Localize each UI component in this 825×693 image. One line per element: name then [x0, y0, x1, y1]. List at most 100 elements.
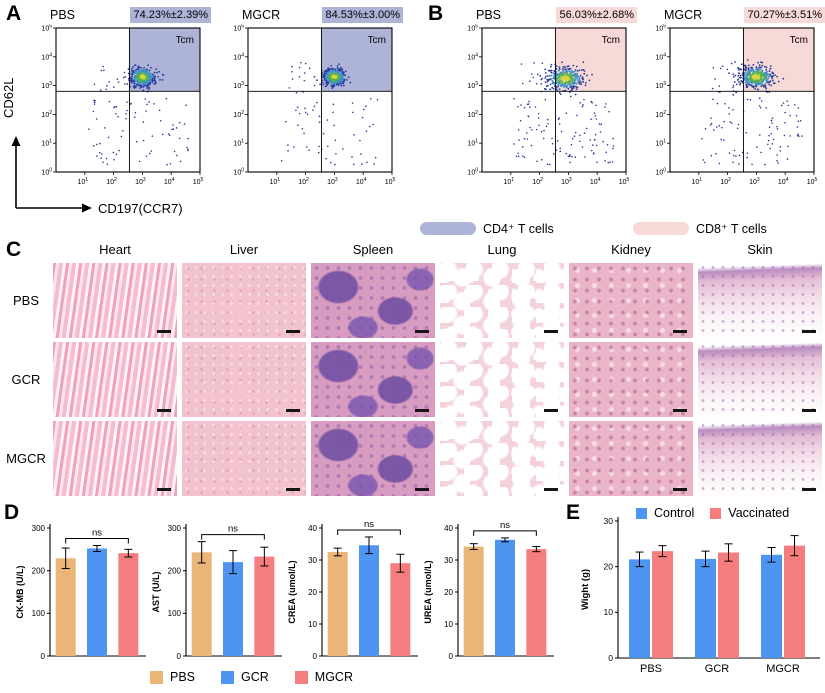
panel-b-label: B [428, 2, 444, 25]
panel-e-legend: Control Vaccinated [636, 506, 789, 520]
scale-bar [157, 409, 171, 412]
histology-image-pbs-liver [182, 263, 306, 338]
histology-image-mgcr-spleen [311, 421, 435, 496]
mgcr-legend-label: MGCR [314, 670, 353, 684]
svg-text:105: 105 [385, 177, 396, 186]
legend-item-control: Control [636, 506, 694, 520]
cd8-legend: CD8⁺ T cells [633, 221, 767, 236]
cd4-legend-label: CD4⁺ T cells [483, 222, 554, 236]
svg-text:20: 20 [308, 588, 317, 597]
svg-text:103: 103 [749, 177, 760, 186]
histology-row-label-gcr: GCR [11, 372, 41, 387]
svg-text:100: 100 [655, 168, 666, 177]
control-swatch [636, 507, 647, 519]
svg-text:100: 100 [41, 168, 52, 177]
svg-text:104: 104 [778, 177, 789, 186]
gate-label: Tcm [368, 35, 386, 46]
svg-text:101: 101 [270, 177, 281, 186]
bar-chart-crea: CREA (umol/L) 0 10 20 30 40 ns [286, 512, 420, 677]
x-axis-arrowhead-icon [82, 203, 92, 213]
svg-text:0: 0 [449, 652, 454, 661]
svg-text:104: 104 [655, 52, 666, 61]
svg-text:103: 103 [561, 177, 572, 186]
histology-image-pbs-lung [440, 263, 564, 338]
svg-text:102: 102 [720, 177, 731, 186]
flow-gate-stat: 74.23%±2.39% [130, 7, 211, 23]
histology-image-mgcr-heart [53, 421, 177, 496]
vaccinated-legend-label: Vaccinated [728, 506, 790, 520]
svg-text:0: 0 [177, 652, 182, 661]
svg-text:40: 40 [308, 524, 317, 533]
histology-image-pbs-kidney [569, 263, 693, 338]
svg-text:300: 300 [168, 524, 182, 533]
svg-text:105: 105 [193, 177, 204, 186]
svg-text:101: 101 [467, 139, 478, 148]
legend-item-vaccinated: Vaccinated [710, 506, 789, 520]
svg-text:AST (U/L): AST (U/L) [151, 572, 161, 613]
histology-column-header-heart: Heart [99, 242, 131, 257]
svg-text:30: 30 [444, 556, 453, 565]
svg-text:101: 101 [41, 139, 52, 148]
histology-image-mgcr-lung [440, 421, 564, 496]
svg-text:0: 0 [608, 653, 613, 663]
scale-bar [802, 330, 816, 333]
flow-plot-b-mgcr: MGCR 70.27%±3.51% 100 101 102 103 104 105 101 1… [640, 6, 825, 197]
svg-text:10: 10 [604, 607, 614, 617]
svg-text:0: 0 [313, 652, 318, 661]
flow-plot-header: MGCR 70.27%±3.51% [640, 6, 825, 24]
svg-text:102: 102 [467, 110, 478, 119]
mgcr-swatch [294, 670, 308, 684]
svg-text:100: 100 [168, 609, 182, 618]
bar-chart-ckmb: CK-MB (U/L) 0 100 200 300 ns [14, 512, 148, 677]
panel-d-legend: PBS GCR MGCR [150, 670, 379, 684]
scale-bar [286, 409, 300, 412]
bar-chart-svg: CREA (umol/L) 0 10 20 30 40 ns [287, 519, 418, 661]
significance-label: ns [92, 527, 102, 538]
flow-plot-b-pbs: PBS 56.03%±2.68% 100 101 102 103 104 105 101 10… [452, 6, 637, 197]
flow-scatter-plot: 100 101 102 103 104 105 101 102 103 104 105 Tcm [218, 24, 403, 197]
svg-text:103: 103 [41, 81, 52, 90]
svg-text:Wight (g): Wight (g) [580, 569, 591, 610]
bar-chart-svg: UREA (umol/L) 0 10 20 30 40 ns [423, 520, 554, 661]
svg-text:101: 101 [655, 139, 666, 148]
flow-plot-title: PBS [476, 8, 502, 22]
histology-grid-corner [4, 241, 48, 259]
flow-scatter-svg: 100 101 102 103 104 105 101 102 103 104 105 Tcm [467, 24, 629, 187]
svg-text:102: 102 [532, 177, 543, 186]
histology-image-gcr-spleen [311, 342, 435, 417]
panel-e-label: E [566, 501, 581, 524]
gcr-legend-label: GCR [241, 670, 269, 684]
histology-column-header-skin: Skin [747, 242, 773, 257]
gate-label: Tcm [602, 35, 620, 46]
flow-plot-title: MGCR [664, 8, 703, 22]
svg-text:102: 102 [41, 110, 52, 119]
svg-text:104: 104 [164, 177, 175, 186]
svg-text:105: 105 [233, 24, 244, 33]
svg-text:10: 10 [308, 620, 317, 629]
svg-text:105: 105 [467, 24, 478, 33]
flow-plot-a-mgcr: MGCR 84.53%±3.00% 100 101 102 103 104 105 101 1… [218, 6, 403, 197]
histology-image-pbs-skin [698, 263, 822, 338]
scale-bar [157, 488, 171, 491]
x-tick-label: MGCR [766, 663, 800, 675]
histology-image-gcr-heart [53, 342, 177, 417]
histology-column-header-lung: Lung [487, 242, 517, 257]
panel-a-axis-arrows [11, 136, 92, 213]
x-tick-label: PBS [640, 663, 662, 675]
svg-text:10: 10 [444, 620, 453, 629]
scale-bar [415, 409, 429, 412]
svg-text:102: 102 [655, 110, 666, 119]
significance-label: ns [500, 520, 510, 531]
svg-text:20: 20 [604, 561, 614, 571]
histology-column-header-kidney: Kidney [611, 242, 651, 257]
histology-image-gcr-kidney [569, 342, 693, 417]
svg-text:104: 104 [233, 52, 244, 61]
histology-image-gcr-lung [440, 342, 564, 417]
svg-text:40: 40 [444, 524, 453, 533]
flow-scatter-svg: 100 101 102 103 104 105 101 102 103 104 105 Tcm [655, 24, 817, 187]
svg-text:0: 0 [41, 652, 46, 661]
svg-text:103: 103 [135, 177, 146, 186]
svg-text:101: 101 [692, 177, 703, 186]
svg-text:102: 102 [106, 177, 117, 186]
gate-label: Tcm [790, 35, 808, 46]
